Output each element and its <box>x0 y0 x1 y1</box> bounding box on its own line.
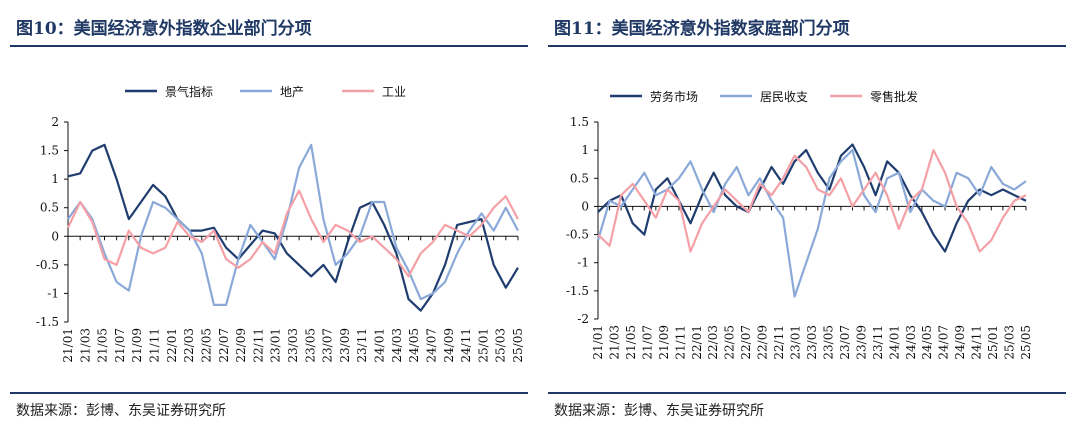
y-tick-label: 1 <box>51 172 59 186</box>
x-tick-label: 22/03 <box>706 325 720 360</box>
x-tick-label: 24/11 <box>459 328 473 363</box>
y-tick-label: 1.5 <box>40 144 59 158</box>
series-line-3 <box>67 189 519 278</box>
x-tick-label: 21/03 <box>78 328 92 363</box>
x-tick-label: 24/05 <box>407 328 421 363</box>
x-tick-label: 21/11 <box>148 328 162 363</box>
y-tick-label: -2 <box>577 312 589 326</box>
x-tick-label: 24/03 <box>390 328 404 363</box>
x-tick-label: 25/03 <box>1003 325 1017 360</box>
chart-title: 图10：美国经济意外指数企业部门分项 <box>16 19 312 39</box>
x-tick-label: 21/07 <box>113 328 127 363</box>
y-tick-label: 0 <box>51 229 59 243</box>
x-tick-label: 22/11 <box>772 325 786 360</box>
y-tick-label: 1 <box>581 143 589 157</box>
x-tick-label: 25/01 <box>986 325 1000 360</box>
x-tick-label: 24/09 <box>442 328 456 363</box>
x-tick-label: 21/11 <box>673 325 687 360</box>
x-tick-label: 25/05 <box>1019 325 1033 360</box>
x-tick-label: 23/07 <box>838 325 852 360</box>
y-tick-label: -1 <box>577 256 589 270</box>
line-chart-fig11: 1.5 1 0.5 0 -0.5 -1 -1.5 -221/01 21/03 21/05 21/07… <box>566 89 1033 360</box>
x-tick-label: 23/11 <box>871 325 885 360</box>
x-tick-label: 22/01 <box>690 325 704 360</box>
chart-panel-fig11: 图11：美国经济意外指数家庭部门分项 1.5 1 0.5 0 -0.5 -1 -1.5 -2 2… <box>548 0 1066 431</box>
x-tick-label: 23/03 <box>805 325 819 360</box>
x-tick-label: 24/05 <box>920 325 934 360</box>
x-tick-label: 25/01 <box>476 328 490 363</box>
title-rule <box>548 45 1066 47</box>
series-line-2 <box>67 143 519 306</box>
x-tick-label: 21/03 <box>607 325 621 360</box>
legend-label: 居民收支 <box>760 90 808 104</box>
x-tick-label: 23/07 <box>321 328 335 363</box>
y-tick-label: 1.5 <box>570 115 589 129</box>
x-tick-label: 23/01 <box>269 328 283 363</box>
x-tick-label: 23/09 <box>338 328 352 363</box>
legend-label: 零售批发 <box>870 89 918 104</box>
legend-label: 劳务市场 <box>650 89 698 104</box>
source-rule <box>10 392 528 394</box>
x-tick-label: 23/11 <box>355 328 369 363</box>
x-tick-label: 22/05 <box>199 328 213 363</box>
x-tick-label: 21/01 <box>591 325 605 360</box>
x-tick-label: 22/09 <box>234 328 248 363</box>
x-tick-label: 21/01 <box>61 328 75 363</box>
series-line-1 <box>597 143 1027 253</box>
y-tick-label: 2 <box>51 115 59 129</box>
x-tick-label: 22/07 <box>739 325 753 360</box>
line-chart-fig10: 21.510.50-0.5-1-1.521/01 21/03 21/05 21/07 2… <box>36 84 525 363</box>
x-tick-label: 25/05 <box>511 328 525 363</box>
x-tick-label: 21/05 <box>96 328 110 363</box>
legend-label: 地产 <box>280 85 304 99</box>
x-tick-label: 24/09 <box>953 325 967 360</box>
y-tick-label: 0.5 <box>570 171 589 185</box>
series-line-1 <box>67 143 519 312</box>
legend-label: 工业 <box>382 85 406 99</box>
x-tick-label: 22/03 <box>182 328 196 363</box>
x-tick-label: 22/07 <box>217 328 231 363</box>
x-tick-label: 22/01 <box>165 328 179 363</box>
x-tick-label: 24/11 <box>970 325 984 360</box>
x-tick-label: 24/01 <box>373 328 387 363</box>
x-tick-label: 23/05 <box>821 325 835 360</box>
x-tick-label: 23/05 <box>303 328 317 363</box>
series-line-3 <box>597 149 1027 253</box>
x-tick-label: 24/01 <box>887 325 901 360</box>
source-rule <box>548 392 1066 394</box>
x-tick-label: 21/09 <box>130 328 144 363</box>
x-tick-label: 22/11 <box>251 328 265 363</box>
x-tick-label: 24/03 <box>904 325 918 360</box>
series-line-2 <box>596 149 1027 298</box>
legend-label: 景气指标 <box>165 84 213 99</box>
x-tick-label: 24/07 <box>424 328 438 363</box>
chart-panel-fig10: 图10：美国经济意外指数企业部门分项 2 1.5 1 0.5 0 -0.5 -1 -1.5 21… <box>10 0 528 431</box>
y-tick-label: 0 <box>581 199 589 213</box>
x-tick-label: 21/05 <box>624 325 638 360</box>
source-note: 数据来源：彭博、东吴证券研究所 <box>16 403 226 419</box>
title-rule <box>10 45 528 47</box>
x-tick-label: 23/01 <box>789 325 803 360</box>
x-tick-label: 23/09 <box>854 325 868 360</box>
x-tick-label: 25/03 <box>494 328 508 363</box>
x-tick-label: 24/07 <box>937 325 951 360</box>
chart-title: 图11：美国经济意外指数家庭部门分项 <box>554 19 850 39</box>
y-tick-label: -1.5 <box>36 315 59 329</box>
y-tick-label: -1.5 <box>566 284 589 298</box>
y-tick-label: -0.5 <box>566 228 589 242</box>
x-tick-label: 22/09 <box>756 325 770 360</box>
x-tick-label: 22/05 <box>723 325 737 360</box>
x-tick-label: 21/09 <box>657 325 671 360</box>
source-note: 数据来源：彭博、东吴证券研究所 <box>554 403 764 419</box>
y-tick-label: -0.5 <box>36 258 59 272</box>
y-tick-label: 0.5 <box>40 201 59 215</box>
y-tick-label: -1 <box>47 286 59 300</box>
x-tick-label: 21/07 <box>640 325 654 360</box>
x-tick-label: 23/03 <box>286 328 300 363</box>
